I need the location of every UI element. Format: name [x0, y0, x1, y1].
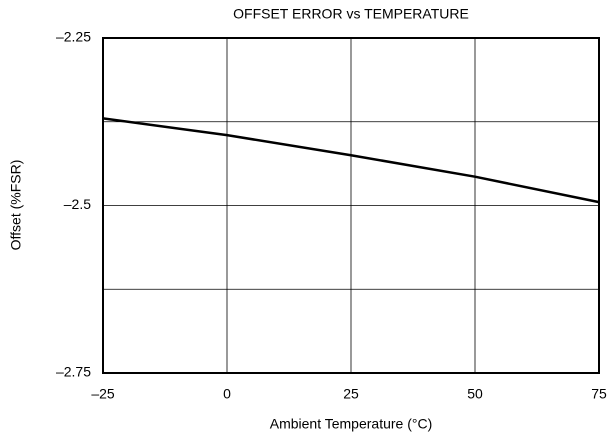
plot-frame: [102, 37, 600, 374]
data-line: [102, 117, 600, 204]
x-tick-label: 75: [591, 386, 607, 402]
x-tick-label: 50: [467, 386, 483, 402]
x-axis-title: Ambient Temperature (°C): [270, 416, 433, 432]
x-tick-label: 25: [343, 386, 359, 402]
y-tick-label: –2.5: [64, 196, 91, 212]
y-axis-title: Offset (%FSR): [8, 160, 24, 251]
y-tick-label: –2.75: [56, 364, 91, 380]
chart-title: OFFSET ERROR vs TEMPERATURE: [233, 6, 469, 22]
x-tick-label: 0: [223, 386, 231, 402]
y-tick-label: –2.25: [56, 29, 91, 45]
x-tick-label: –25: [91, 386, 115, 402]
